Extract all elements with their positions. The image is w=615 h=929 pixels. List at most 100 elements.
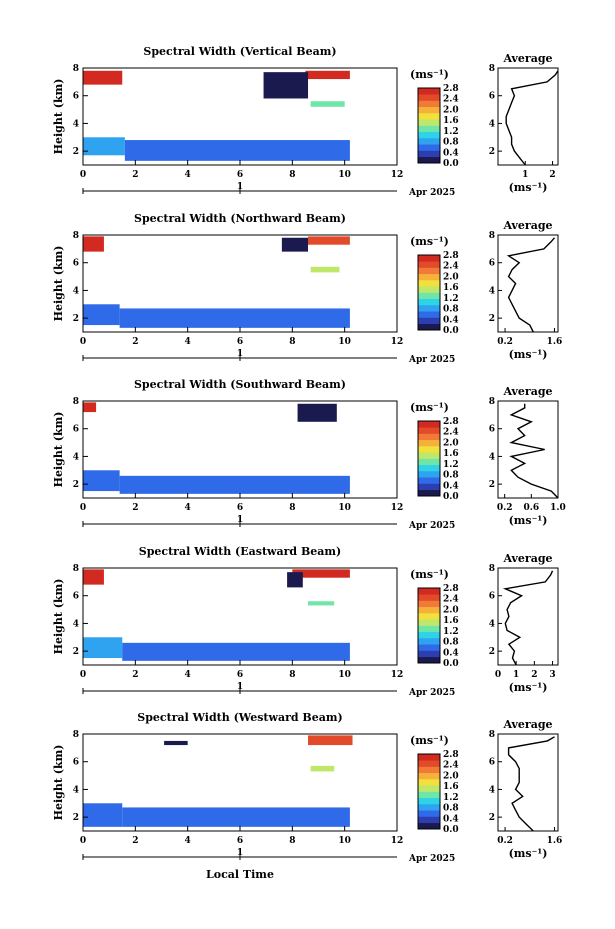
width-region [310,101,345,107]
colorbar-segment [418,439,440,447]
colorbar-frame [417,753,441,830]
date-label: Apr 2025 [408,854,455,864]
x-tick-label: 6 [237,670,243,680]
colorbar-tick-label: 2.4 [443,95,459,105]
y-tick-label: 6 [73,758,79,768]
average-y-tick-label: 6 [489,92,495,102]
average-x-tick-label: 0 [495,670,501,680]
x-tick-label: 12 [391,337,404,347]
average-x-tick-label: 2 [531,670,537,680]
colorbar-tick-label: 1.6 [443,449,459,459]
colorbar-segment [418,125,440,133]
colorbar-segment [418,317,440,325]
colorbar-segment [418,810,440,817]
colorbar-tick-label: 1.6 [443,782,459,792]
x-tick-label: 6 [237,836,243,846]
average-y-tick-label: 6 [489,592,495,602]
colorbar-segment [418,797,440,805]
y-tick-label: 4 [73,619,79,629]
colorbar-tick-label: 1.2 [443,127,459,137]
colorbar-segment [418,625,440,633]
colorbar-segment [418,458,440,466]
x-tick-label: 8 [289,670,295,680]
panel-title: Spectral Width (Northward Beam) [134,212,346,225]
average-title: Average [502,52,552,65]
colorbar-tick-label: 0.8 [443,804,459,814]
width-region [83,137,125,156]
colorbar-tick-label: 2.0 [443,272,459,282]
x-tick-label: 4 [185,836,191,846]
colorbar-segment [418,286,440,293]
colorbar-frame [417,254,441,331]
y-tick-label: 8 [73,64,79,74]
colorbar-segment [418,280,440,287]
average-frame [497,67,559,166]
width-region [83,803,123,827]
average-profile-line [506,237,556,333]
colorbar-segment [418,606,440,614]
width-region [119,475,350,494]
x-tick-label: 10 [338,170,351,180]
average-x-tick-label: 1.0 [550,503,566,513]
colorbar-segment [418,273,440,281]
colorbar-tick-label: 2.0 [443,605,459,615]
y-tick-label: 8 [73,564,79,574]
y-tick-label: 2 [73,813,79,823]
average-frame [497,400,559,499]
average-y-tick-label: 2 [489,480,495,490]
y-axis-label: Height (km) [52,579,65,655]
colorbar-segment [418,433,440,441]
colorbar-segment [418,421,440,428]
average-x-tick-label: 0.2 [497,836,513,846]
beam-panel: Spectral Width (Northward Beam) 2 4 6 8 Heigh… [52,212,562,365]
y-tick-label: 4 [73,286,79,296]
width-region [281,237,309,252]
colorbar-tick-label: 1.2 [443,627,459,637]
colorbar-segment [418,138,440,145]
colorbar-segment [418,446,440,453]
y-tick-label: 8 [73,397,79,407]
width-region [308,601,335,606]
average-y-tick-label: 2 [489,314,495,324]
x-tick-label: 10 [338,337,351,347]
colorbar-tick-label: 1.2 [443,460,459,470]
colorbar-frame [417,420,441,497]
colorbar-tick-label: 0.8 [443,638,459,648]
average-unit: (ms⁻¹) [509,847,548,860]
average-profile-line [509,403,559,499]
colorbar-tick-label: 2.8 [443,584,459,594]
colorbar-segment [418,804,440,811]
width-region [122,642,350,661]
colorbar-tick-label: 0.4 [443,648,459,658]
colorbar-segment [418,822,440,830]
average-y-tick-label: 4 [489,119,495,129]
colorbar-tick-label: 0.4 [443,315,459,325]
width-region [83,470,120,492]
average-y-tick-label: 2 [489,813,495,823]
beam-panel: Spectral Width (Westward Beam) 2 4 6 8 Height… [52,711,562,864]
width-region [305,70,350,80]
x-tick-label: 0 [80,337,86,347]
average-x-tick-label: 0.2 [497,337,513,347]
average-frame [497,234,559,333]
width-region [83,70,123,85]
colorbar-tick-label: 0.0 [443,825,459,835]
colorbar-tick-label: 0.8 [443,305,459,315]
colorbar-segment [418,600,440,608]
colorbar-unit: (ms⁻¹) [410,568,449,581]
day-marker: 1 [237,349,243,359]
y-tick-label: 4 [73,785,79,795]
average-title: Average [502,718,552,731]
width-region [122,807,350,827]
day-marker: 1 [237,182,243,192]
average-y-tick-label: 8 [489,64,495,74]
colorbar-segment [418,119,440,126]
x-axis-label: Local Time [206,868,274,881]
width-region [308,735,353,746]
colorbar-tick-label: 2.0 [443,105,459,115]
day-marker: 1 [237,848,243,858]
colorbar-segment [418,766,440,774]
x-tick-label: 10 [338,836,351,846]
y-tick-label: 8 [73,730,79,740]
panel-title: Spectral Width (Westward Beam) [137,711,342,724]
